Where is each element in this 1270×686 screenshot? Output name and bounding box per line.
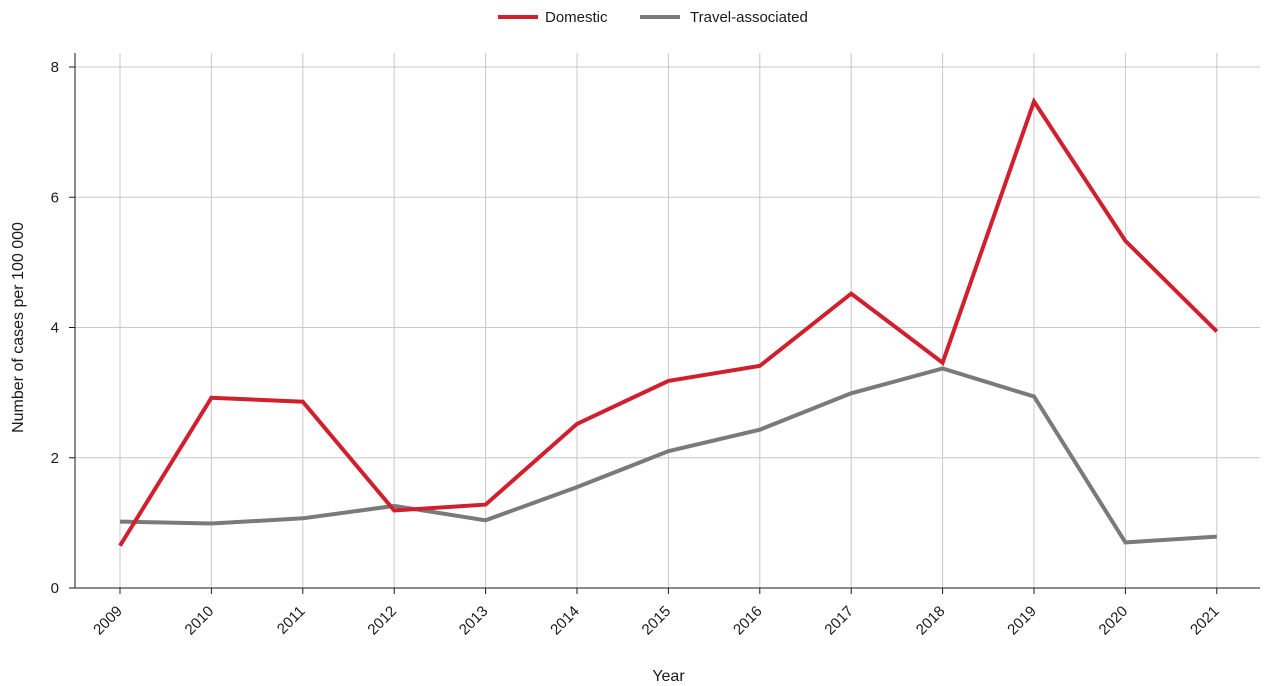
x-tick-label: 2013 xyxy=(456,603,492,639)
axes xyxy=(74,53,1260,589)
y-tick-label: 8 xyxy=(51,59,59,76)
legend-label-travel-associated: Travel-associated xyxy=(690,9,808,26)
x-tick-label: 2020 xyxy=(1096,603,1132,639)
grid-lines xyxy=(75,53,1260,588)
x-tick-label: 2021 xyxy=(1187,603,1223,639)
y-tick-label: 6 xyxy=(51,189,59,206)
x-tick-label: 2009 xyxy=(90,603,126,639)
y-tick-label: 4 xyxy=(51,320,59,337)
x-tick-label: 2017 xyxy=(821,603,857,639)
y-tick-label: 2 xyxy=(51,450,59,467)
x-tick-label: 2011 xyxy=(274,603,309,638)
x-tick-label: 2010 xyxy=(182,603,218,639)
x-axis-title: Year xyxy=(652,668,685,685)
y-axis-title: Number of cases per 100 000 xyxy=(10,222,27,433)
legend-label-domestic: Domestic xyxy=(545,9,608,26)
series-line-domestic xyxy=(118,97,1219,547)
series-lines xyxy=(118,97,1219,547)
series-line-travel-associated xyxy=(119,366,1217,545)
legend: Domestic Travel-associated xyxy=(498,9,808,26)
x-tick-label: 2015 xyxy=(639,603,675,639)
x-tick-label: 2014 xyxy=(547,603,583,639)
y-axis-ticks: 0 2 4 6 8 xyxy=(51,59,75,597)
x-tick-label: 2018 xyxy=(913,603,949,639)
x-tick-label: 2012 xyxy=(364,603,400,639)
y-tick-label: 0 xyxy=(51,580,59,597)
x-tick-label: 2016 xyxy=(730,603,766,639)
x-tick-label: 2019 xyxy=(1004,603,1040,639)
x-axis-ticks: 2009 2010 2011 2012 2013 2014 2015 2016 2017 2018… xyxy=(90,588,1223,639)
